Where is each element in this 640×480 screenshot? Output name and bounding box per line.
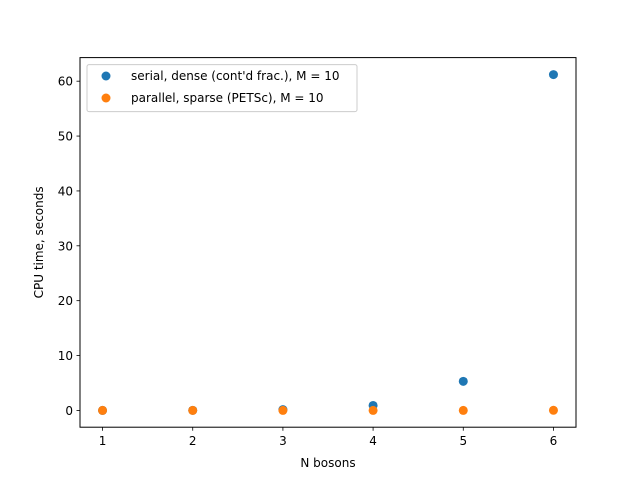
x-tick-label: 6 [550, 434, 558, 448]
y-tick-label: 30 [58, 239, 73, 253]
y-tick-label: 40 [58, 184, 73, 198]
x-tick-label: 2 [189, 434, 197, 448]
data-point-parallel [278, 405, 288, 415]
x-tick-label: 3 [279, 434, 287, 448]
legend-label-parallel: parallel, sparse (PETSc), M = 10 [131, 91, 324, 105]
y-tick-label: 0 [65, 404, 73, 418]
y-axis-label: CPU time, seconds [32, 186, 46, 298]
legend-marker-serial [101, 71, 111, 81]
plot-frame [79, 57, 577, 428]
data-point-parallel [458, 405, 468, 415]
y-tick-label: 20 [58, 294, 73, 308]
data-point-parallel [188, 405, 198, 415]
legend: serial, dense (cont'd frac.), M = 10 par… [86, 64, 358, 113]
data-points [98, 70, 558, 415]
data-point-serial [458, 376, 468, 386]
y-tick-label: 60 [58, 75, 73, 89]
legend-marker-parallel [101, 93, 111, 103]
data-point-serial [548, 70, 558, 80]
x-axis-label: N bosons [300, 456, 355, 470]
x-tick-label: 4 [369, 434, 377, 448]
legend-box [86, 64, 358, 113]
data-point-parallel [368, 405, 378, 415]
data-point-parallel [98, 405, 108, 415]
data-point-parallel [548, 405, 558, 415]
x-tick-label: 5 [459, 434, 467, 448]
y-tick-label: 10 [58, 349, 73, 363]
y-tick-label: 50 [58, 130, 73, 144]
legend-label-serial: serial, dense (cont'd frac.), M = 10 [131, 69, 339, 83]
x-tick-label: 1 [99, 434, 107, 448]
